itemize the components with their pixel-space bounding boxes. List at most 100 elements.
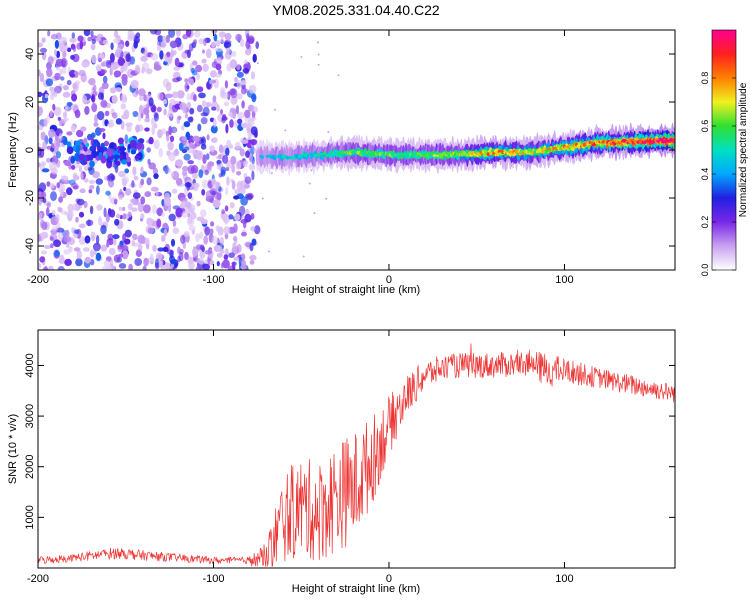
spectrogram-speckle: [40, 219, 45, 229]
spectrogram-speckle: [80, 172, 84, 181]
spectrogram-speckle: [178, 142, 184, 152]
spectrogram-cell: [576, 144, 580, 148]
spectrogram-speckle: [170, 238, 176, 247]
spectrogram-cell: [362, 153, 366, 156]
spectrogram-speckle: [132, 242, 140, 247]
spectrogram-ytick-label: -40: [24, 238, 36, 254]
spectrogram-speckle: [246, 194, 253, 201]
spectrogram-speckle: [139, 95, 144, 101]
spectrogram-speckle: [317, 41, 320, 44]
spectrogram-speckle: [204, 226, 211, 236]
spectrogram-speckle: [216, 104, 220, 112]
spectrogram-speckle: [112, 237, 117, 246]
spectrogram-speckle: [243, 63, 249, 70]
spectrogram-speckle: [250, 139, 258, 146]
spectrogram-speckle: [118, 263, 127, 269]
spectrogram-speckle: [91, 38, 97, 45]
spectrogram-speckle: [76, 198, 85, 206]
spectrogram-speckle: [55, 58, 64, 67]
spectrogram-speckle: [180, 234, 186, 244]
spectrogram-cell: [272, 156, 277, 160]
spectrogram-cell: [288, 155, 293, 160]
spectrogram-speckle: [189, 142, 194, 149]
spectrogram-cell: [66, 141, 71, 146]
figure-title: YM08.2025.331.04.40.C22: [272, 2, 440, 18]
spectrogram-speckle: [105, 213, 110, 223]
spectrogram-cell: [275, 154, 279, 158]
spectrogram-speckle: [302, 255, 305, 258]
spectrogram-speckle: [187, 165, 195, 175]
spectrogram-xtick-label: -100: [202, 274, 224, 286]
spectrogram-speckle: [236, 171, 242, 176]
spectrogram-cell: [83, 137, 88, 145]
spectrogram-speckle: [163, 108, 167, 116]
spectrogram-speckle: [161, 211, 165, 217]
spectrogram-speckle: [196, 86, 204, 93]
spectrogram-speckle: [163, 228, 168, 237]
spectrogram-speckle: [68, 246, 73, 253]
spectrogram-speckle: [101, 82, 109, 90]
spectrogram-speckle: [244, 48, 252, 56]
spectrogram-speckle: [175, 30, 181, 37]
spectrogram-speckle: [226, 176, 230, 186]
spectrogram-speckle: [88, 77, 96, 86]
spectrogram-speckle: [42, 141, 47, 150]
spectrogram-speckle: [120, 103, 127, 110]
spectrogram-speckle: [140, 235, 146, 244]
spectrogram-speckle: [210, 145, 216, 153]
spectrogram-speckle: [155, 258, 159, 268]
spectrogram-speckle: [201, 179, 209, 189]
spectrogram-ytick-label: 20: [24, 96, 36, 108]
spectrogram-cell: [535, 150, 540, 154]
spectrogram-speckle: [199, 250, 206, 259]
spectrogram-speckle: [106, 175, 111, 182]
spectrogram-speckle: [181, 136, 187, 142]
spectrogram-speckle: [216, 261, 220, 267]
spectrogram-speckle: [146, 147, 151, 153]
spectrogram-speckle: [90, 259, 95, 266]
spectrogram-ylabel: Frequency (Hz): [7, 112, 19, 188]
spectrogram-speckle: [248, 84, 257, 94]
spectrogram-speckle: [96, 65, 102, 72]
spectrogram-speckle: [137, 112, 142, 122]
spectrogram-speckle: [187, 160, 194, 165]
spectrogram-speckle: [148, 136, 154, 145]
spectrogram-speckle: [71, 32, 76, 39]
spectrogram-speckle: [228, 214, 234, 220]
spectrogram-speckle: [146, 177, 152, 186]
spectrogram-speckle: [59, 36, 68, 45]
spectrogram-speckle: [109, 52, 115, 63]
spectrogram-speckle: [161, 128, 167, 135]
spectrogram-speckle: [125, 40, 130, 47]
spectrogram-speckle: [175, 159, 183, 167]
spectrogram-speckle: [249, 254, 257, 261]
spectrogram-speckle: [211, 30, 218, 34]
spectrogram-speckle: [106, 241, 110, 248]
spectrogram-speckle: [144, 118, 151, 123]
spectrogram-cell: [121, 159, 128, 165]
spectrogram-ytick-label: -20: [24, 190, 36, 206]
spectrogram-speckle: [162, 35, 167, 43]
spectrogram-speckle: [66, 131, 73, 136]
spectrogram-speckle: [181, 125, 185, 131]
spectrogram-speckle: [148, 162, 156, 170]
spectrogram-speckle: [96, 185, 100, 195]
spectrogram-speckle: [250, 225, 256, 232]
spectrogram-speckle: [179, 102, 187, 111]
spectrogram-speckle: [79, 40, 84, 50]
spectrogram-speckle: [115, 118, 122, 125]
spectrogram-speckle: [153, 173, 159, 180]
spectrogram-speckle: [109, 258, 114, 268]
spectrogram-speckle: [193, 39, 197, 45]
spectrogram-speckle: [210, 125, 218, 134]
spectrogram-speckle: [240, 196, 249, 206]
spectrogram-speckle: [64, 229, 70, 237]
spectrogram-speckle: [236, 80, 242, 89]
spectrogram-speckle: [183, 153, 191, 161]
spectrogram-speckle: [57, 266, 65, 270]
spectrogram-speckle: [166, 51, 171, 58]
snr-xlabel: Height of straight line (km): [292, 583, 420, 595]
spectrogram-speckle: [174, 57, 180, 67]
spectrogram-speckle: [220, 236, 224, 246]
spectrogram-speckle: [184, 82, 190, 92]
